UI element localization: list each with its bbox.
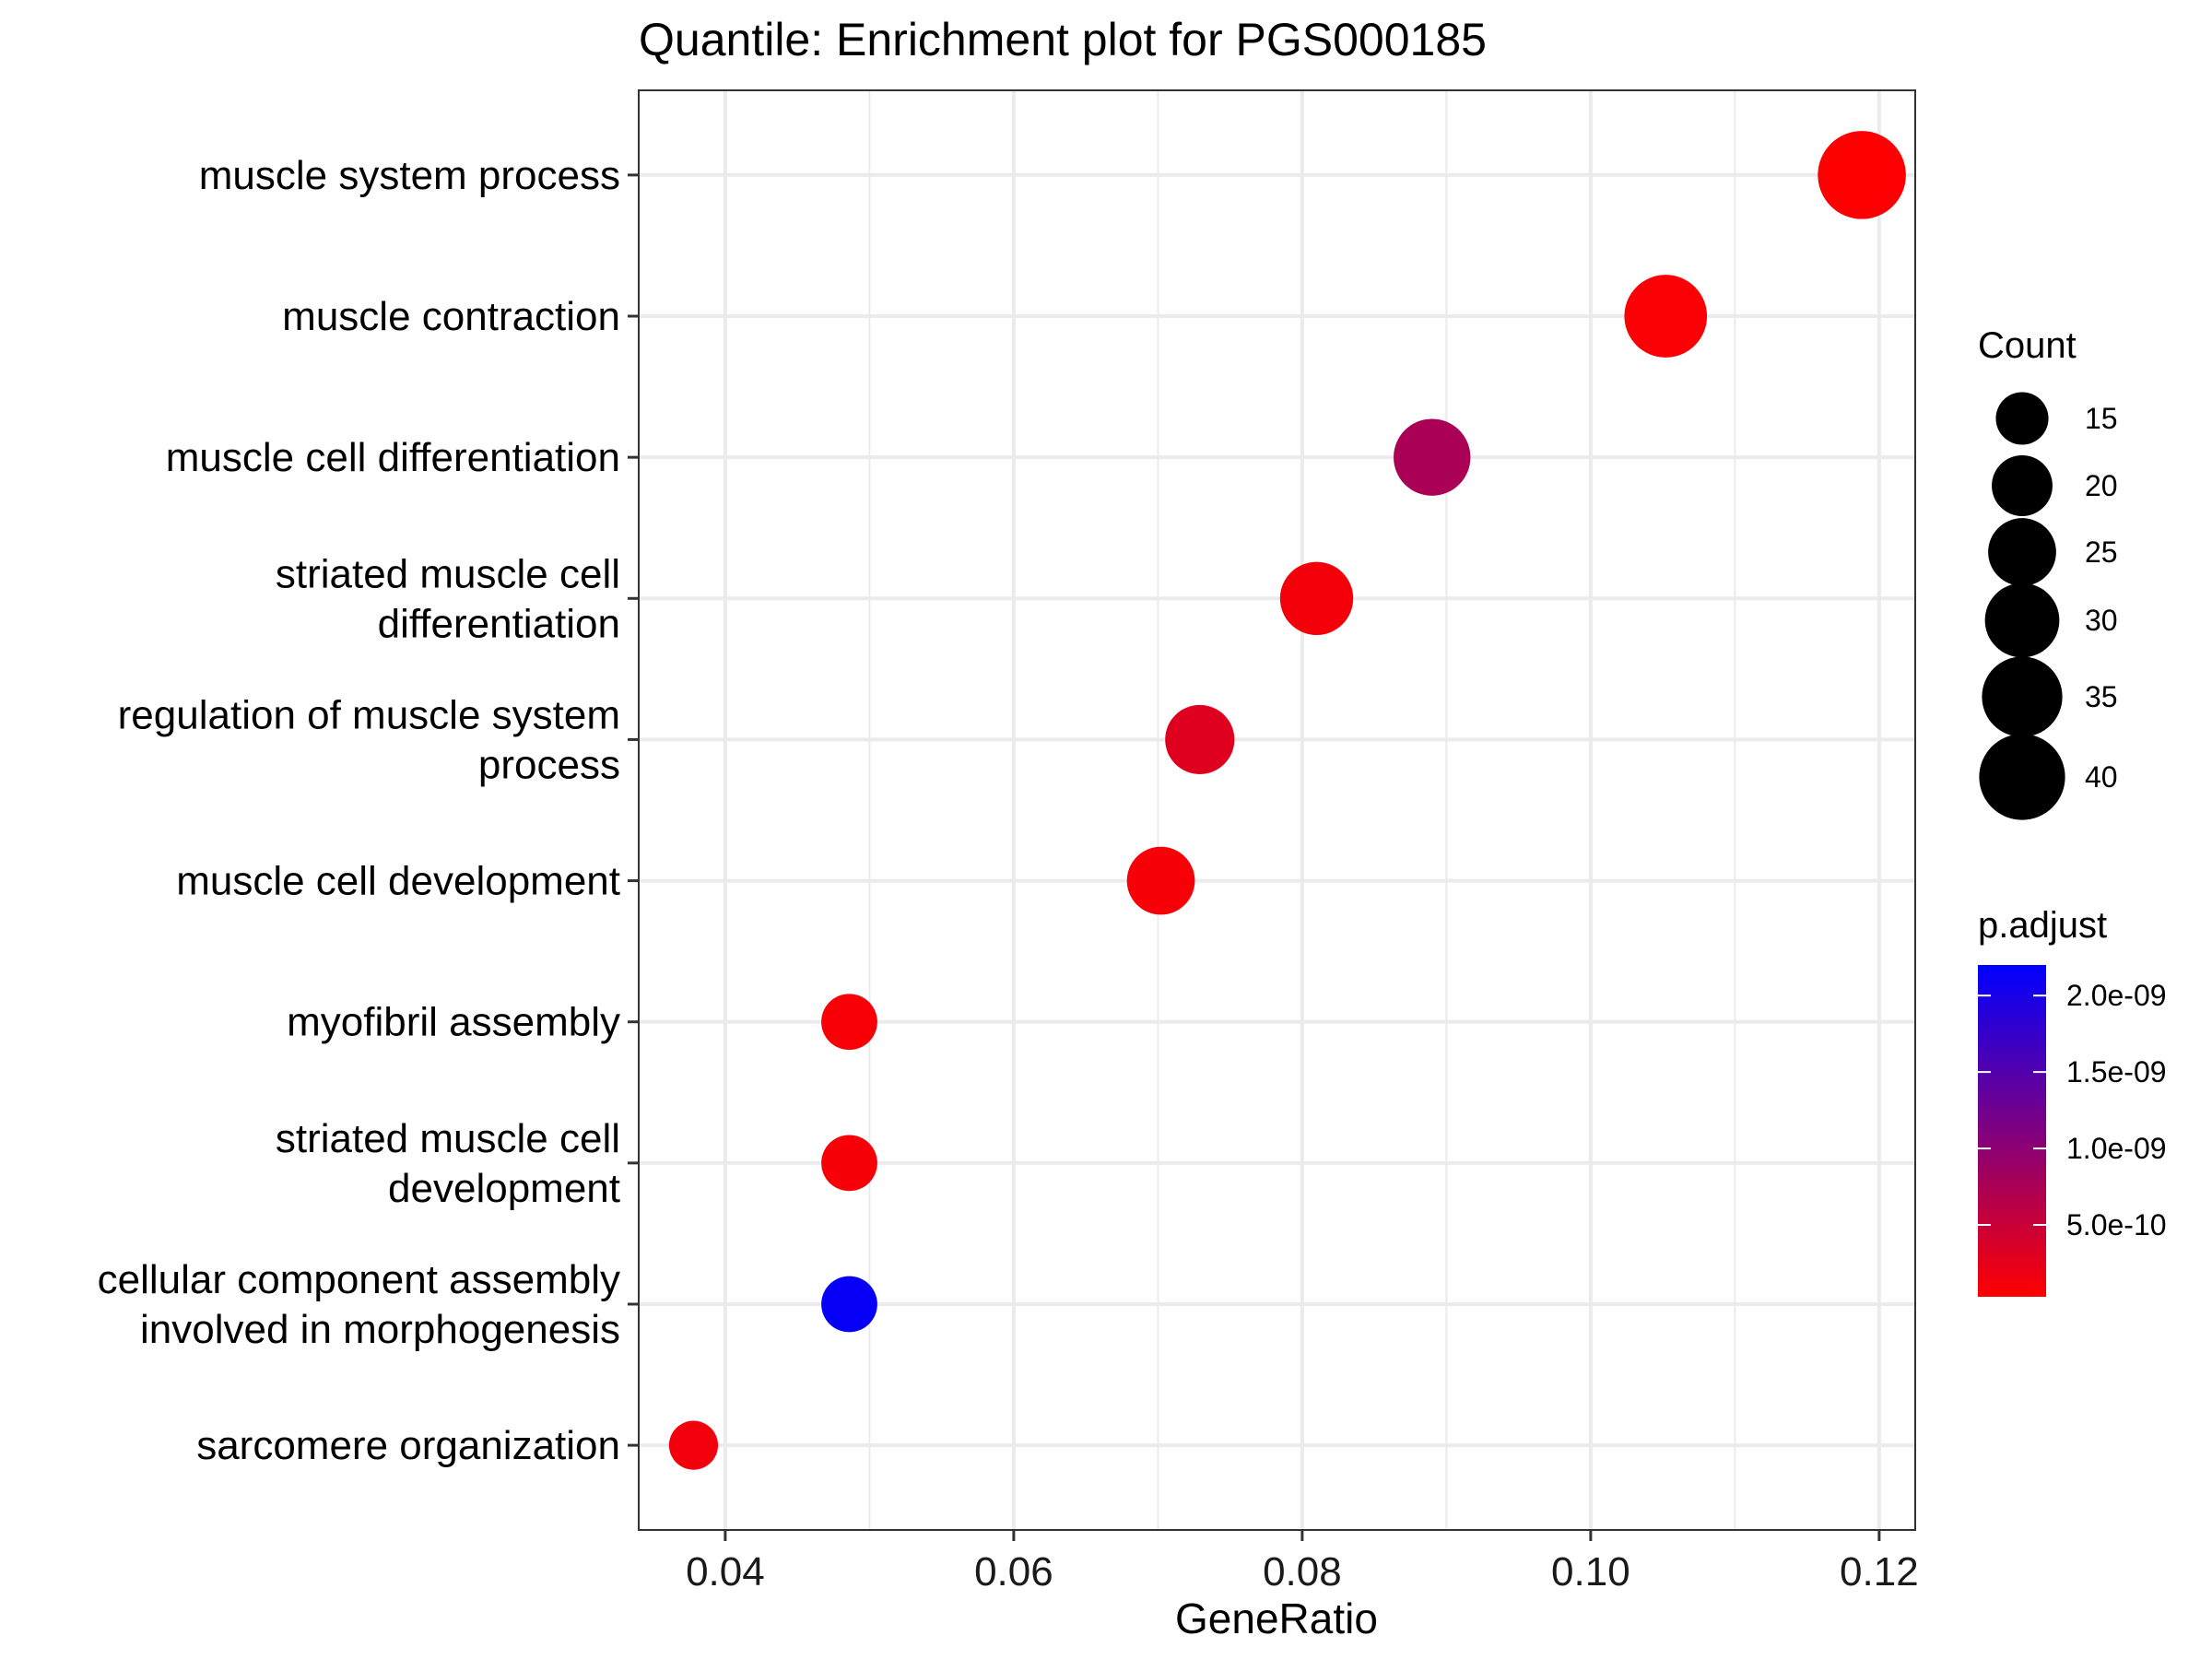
- p-adjust-legend-title: p.adjust: [1978, 905, 2107, 946]
- y-tick-label: involved in morphogenesis: [140, 1307, 620, 1352]
- count-legend-key: [1984, 582, 2060, 658]
- count-legend-label: 30: [2085, 604, 2118, 637]
- y-tick-label: muscle system process: [199, 153, 620, 198]
- y-tick-label: development: [388, 1166, 620, 1211]
- p-adjust-legend-label: 5.0e-10: [2066, 1208, 2167, 1241]
- p-adjust-legend: p.adjust 2.0e-09 1.5e-09 1.0e-09 5.0e-10: [1978, 905, 2167, 1297]
- x-tick-label: 0.08: [1263, 1549, 1342, 1594]
- data-point: [668, 1420, 719, 1470]
- x-tick-label: 0.04: [686, 1549, 765, 1594]
- plot-panel-border: [638, 89, 1916, 1531]
- count-legend-label: 15: [2085, 402, 2118, 435]
- data-point: [821, 994, 877, 1051]
- p-adjust-legend-label: 1.5e-09: [2066, 1055, 2167, 1088]
- y-tick-label: muscle cell development: [176, 859, 620, 904]
- data-point: [1624, 275, 1708, 358]
- count-legend: Count 15 20 25 30 35 40: [1978, 325, 2118, 820]
- x-tick-label: 0.10: [1551, 1549, 1630, 1594]
- count-legend-key: [1995, 392, 2049, 445]
- count-legend-key: [1982, 656, 2063, 737]
- y-axis: muscle system process muscle contraction m…: [98, 153, 639, 1468]
- count-legend-label: 20: [2085, 469, 2118, 502]
- data-points: [668, 131, 1906, 1470]
- y-tick-label: process: [478, 742, 620, 787]
- x-axis: 0.04 0.06 0.08 0.10 0.12: [686, 1530, 1919, 1594]
- x-tick-label: 0.06: [974, 1549, 1053, 1594]
- count-legend-title: Count: [1978, 325, 2077, 366]
- p-adjust-legend-label: 2.0e-09: [2066, 979, 2167, 1012]
- y-tick-label: cellular component assembly: [98, 1257, 620, 1302]
- y-tick-label: muscle contraction: [282, 294, 620, 339]
- p-adjust-legend-label: 1.0e-09: [2066, 1132, 2167, 1165]
- count-legend-key: [1988, 518, 2056, 586]
- data-point: [1279, 561, 1354, 635]
- y-tick-label: striated muscle cell: [276, 551, 620, 596]
- data-point: [1394, 418, 1471, 496]
- data-point: [1818, 131, 1906, 219]
- count-legend-label: 40: [2085, 760, 2118, 794]
- x-tick-label: 0.12: [1840, 1549, 1919, 1594]
- data-point: [1126, 846, 1195, 915]
- y-tick-label: myofibril assembly: [287, 1000, 620, 1045]
- y-tick-label: regulation of muscle system: [118, 692, 620, 737]
- p-adjust-colorbar: [1978, 965, 2046, 1297]
- y-tick-label: sarcomere organization: [196, 1423, 620, 1468]
- count-legend-label: 25: [2085, 535, 2118, 569]
- data-point: [821, 1276, 877, 1333]
- count-legend-key: [1979, 734, 2065, 820]
- chart-title: Quantile: Enrichment plot for PGS000185: [639, 14, 1487, 65]
- x-axis-label: GeneRatio: [1175, 1594, 1378, 1642]
- y-tick-label: muscle cell differentiation: [166, 435, 620, 480]
- count-legend-key: [1992, 455, 2053, 516]
- count-legend-label: 35: [2085, 680, 2118, 713]
- data-point: [821, 1135, 877, 1192]
- data-point: [1165, 704, 1235, 775]
- y-tick-label: striated muscle cell: [276, 1116, 620, 1161]
- y-tick-label: differentiation: [378, 601, 620, 646]
